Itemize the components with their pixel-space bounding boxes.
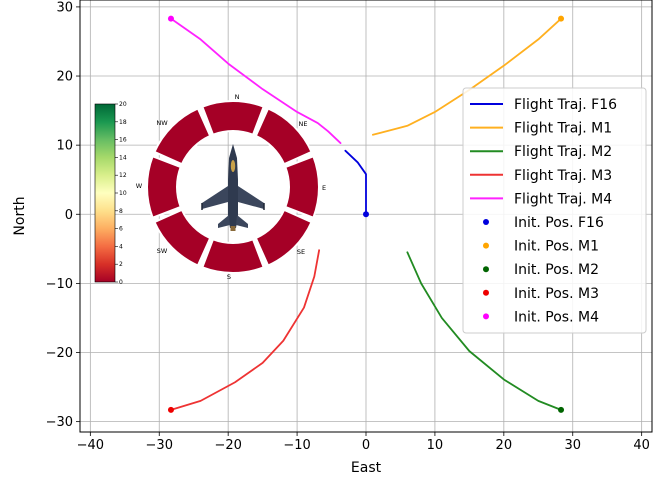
radar-sector-ne <box>254 107 313 166</box>
radar-label-nw: NW <box>156 119 168 127</box>
legend-label: Flight Traj. F16 <box>514 97 617 113</box>
legend-swatch-dot <box>483 289 489 296</box>
x-axis-ticks: −40 −30 −20 −10 0 10 20 30 40 <box>77 432 650 453</box>
legend-label: Init. Pos. M3 <box>514 286 599 302</box>
x-tick-label: −30 <box>146 438 173 453</box>
y-axis-ticks: −30 −20 −10 0 10 20 30 <box>46 0 80 430</box>
radar-sectors <box>146 100 320 274</box>
colorbar-tick-label: 8 <box>119 208 123 215</box>
radar-label-s: S <box>227 273 231 281</box>
colorbar-tick-label: 4 <box>119 243 123 250</box>
y-tick-label: 10 <box>56 139 73 154</box>
colorbar-tick-label: 14 <box>119 154 127 161</box>
radar-sector-sw <box>153 208 212 267</box>
x-tick-label: 40 <box>633 438 650 453</box>
radar-sector-n <box>201 100 265 136</box>
colorbar-gradient <box>94 103 116 283</box>
legend-label: Flight Traj. M3 <box>514 168 612 184</box>
y-tick-label: 30 <box>56 0 73 15</box>
f16-jet-icon <box>201 144 265 231</box>
legend-swatch-dot <box>483 266 489 273</box>
radar-inset: N NE E SE S SW W NW 0 2 4 6 8 10 12 14 16 18 20 <box>94 93 326 286</box>
radar-direction-labels: N NE E SE S SW W NW <box>136 93 326 281</box>
init-point-m4 <box>167 15 174 22</box>
colorbar-tick-label: 12 <box>119 172 127 179</box>
colorbar-tick-label: 10 <box>119 190 127 197</box>
y-tick-label: 0 <box>65 208 73 223</box>
colorbar-tick-label: 16 <box>119 137 127 144</box>
radar-sector-nw <box>153 107 212 166</box>
radar-sector-e <box>284 155 320 219</box>
radar-sector-w <box>146 155 182 219</box>
legend-label: Flight Traj. M1 <box>514 121 612 137</box>
colorbar-tick-label: 6 <box>119 226 123 233</box>
series-line-m4 <box>170 17 342 144</box>
x-tick-label: 30 <box>564 438 581 453</box>
colorbar-ticks: 0 2 4 6 8 10 12 14 16 18 20 <box>115 101 127 286</box>
legend-label: Init. Pos. M1 <box>514 239 599 255</box>
radar-label-e: E <box>322 184 326 192</box>
x-tick-label: 10 <box>427 438 444 453</box>
init-point-m1 <box>558 15 565 22</box>
init-point-f16 <box>363 211 369 218</box>
legend-label: Init. Pos. M4 <box>514 309 599 325</box>
series-line-f16 <box>344 149 367 216</box>
legend-box <box>462 87 647 334</box>
x-tick-label: 20 <box>496 438 513 453</box>
y-axis-label: North <box>12 196 28 235</box>
init-points <box>167 15 565 413</box>
legend-swatch-dot <box>483 242 489 249</box>
radar-label-sw: SW <box>157 247 168 255</box>
x-tick-label: 0 <box>362 438 370 453</box>
init-point-m2 <box>558 406 565 413</box>
x-tick-label: −20 <box>214 438 241 453</box>
x-tick-label: −40 <box>77 438 104 453</box>
init-point-m3 <box>167 406 174 413</box>
series-line-m3 <box>170 249 321 411</box>
radar-label-w: W <box>136 182 143 190</box>
x-tick-label: −10 <box>283 438 310 453</box>
legend: Flight Traj. F16 Flight Traj. M1 Flight Tr… <box>462 87 647 334</box>
colorbar-tick-label: 20 <box>119 101 127 108</box>
y-tick-label: −30 <box>46 415 73 430</box>
radar-colorbar: 0 2 4 6 8 10 12 14 16 18 20 <box>94 101 127 286</box>
legend-label: Init. Pos. F16 <box>514 215 604 231</box>
series-line-m2 <box>406 251 562 411</box>
radar-label-se: SE <box>297 248 305 256</box>
colorbar-tick-label: 18 <box>119 119 127 126</box>
radar-sector-se <box>254 208 313 267</box>
legend-label: Flight Traj. M4 <box>514 191 612 207</box>
y-tick-label: −10 <box>46 277 73 292</box>
legend-label: Init. Pos. M2 <box>514 262 599 278</box>
colorbar-tick-label: 0 <box>119 279 123 286</box>
legend-swatch-dot <box>483 219 489 225</box>
legend-swatch-dot <box>483 313 489 320</box>
radar-label-ne: NE <box>299 120 308 128</box>
radar-label-n: N <box>235 93 240 101</box>
y-tick-label: −20 <box>46 346 73 361</box>
x-axis-label: East <box>351 460 382 476</box>
radar-sector-s <box>201 238 265 274</box>
y-tick-label: 20 <box>56 70 73 85</box>
colorbar-tick-label: 2 <box>119 261 123 268</box>
legend-label: Flight Traj. M2 <box>514 144 612 160</box>
